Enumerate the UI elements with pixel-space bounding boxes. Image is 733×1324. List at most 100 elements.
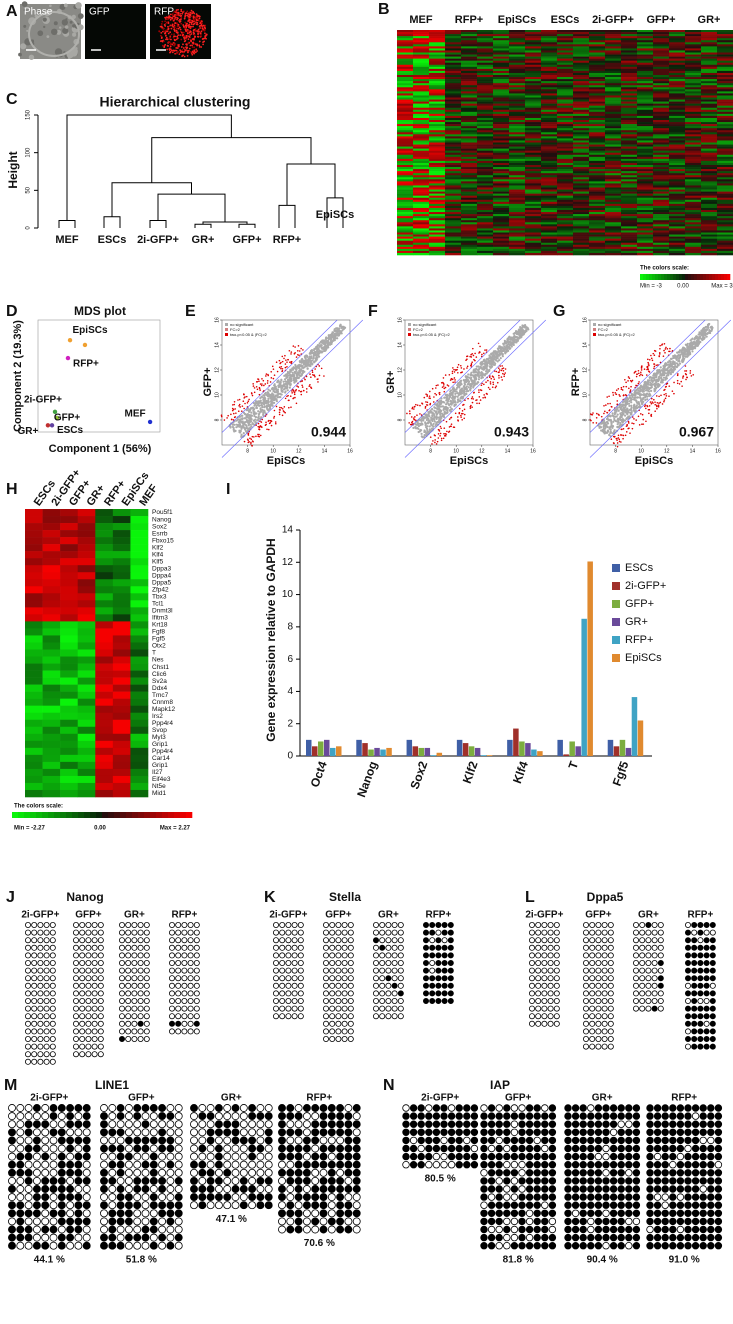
heat-cell (413, 218, 430, 221)
heat-cell (573, 232, 590, 235)
scale-gradient (682, 274, 686, 280)
heat-cell (573, 216, 590, 219)
heat-cell (445, 120, 462, 123)
heat-cell (477, 197, 494, 201)
heat-cell (573, 244, 590, 248)
cell (186, 10, 189, 13)
heat-cell (509, 214, 526, 217)
point-label: EpiSCs (73, 325, 108, 336)
heat-cell (525, 158, 542, 162)
heat-cell (493, 91, 510, 94)
probe-significant (247, 434, 250, 436)
heat-cell (717, 154, 733, 158)
probe-significant (278, 359, 281, 362)
heat-cell (509, 124, 526, 127)
heat-cell (573, 248, 590, 252)
heat-cell (717, 156, 733, 160)
probe (281, 385, 284, 388)
heat-cell (493, 72, 510, 76)
probe-significant (300, 347, 302, 350)
heat-cell (525, 48, 542, 51)
heat-cell (573, 46, 590, 49)
heat-cell (429, 50, 446, 53)
heat-cell (525, 56, 542, 59)
heat-cell (445, 187, 462, 190)
heat-cell (429, 181, 446, 184)
heat-cell (701, 148, 718, 151)
heat-cell (541, 72, 558, 76)
heat-cell (477, 103, 494, 106)
heat-cell (717, 177, 733, 180)
heat-cell (525, 38, 542, 41)
heat-cell (397, 138, 414, 141)
heat-cell (461, 162, 478, 166)
heat-cell (413, 44, 430, 47)
x-tick-label: 8 (246, 448, 249, 454)
cell (168, 38, 171, 40)
heat-cell (525, 111, 542, 115)
cell (169, 13, 172, 16)
heat-cell (573, 56, 590, 59)
heat-cell (397, 173, 414, 176)
heat-cell (525, 240, 542, 244)
cell (182, 43, 184, 46)
heat-cell (621, 132, 638, 135)
probe (524, 326, 527, 329)
heat-cell (461, 214, 478, 217)
image-label: RFP (154, 7, 174, 18)
probe-significant (311, 369, 314, 372)
heat-cell (589, 175, 606, 178)
heat-cell (637, 58, 654, 61)
probe (480, 377, 483, 380)
heat-cell (541, 36, 558, 39)
heat-cell (541, 250, 558, 254)
cell (169, 45, 172, 48)
heat-cell (477, 146, 494, 149)
probe (412, 426, 415, 429)
scale-gradient (703, 274, 707, 280)
heat-cell (669, 70, 686, 74)
heat-cell (621, 54, 638, 57)
probe-significant (260, 384, 263, 387)
heat-cell (557, 150, 574, 154)
heat-cell (429, 30, 446, 33)
probe (319, 351, 322, 354)
heat-cell (573, 189, 590, 192)
heat-cell (493, 246, 510, 250)
heat-cell (525, 142, 542, 145)
probe (239, 429, 242, 433)
heat-cell (461, 226, 478, 229)
heat-cell (445, 44, 462, 47)
heat-cell (477, 72, 494, 76)
fc-line (221, 319, 364, 458)
heat-cell (637, 199, 654, 203)
heat-cell (493, 189, 510, 192)
heat-cell (573, 210, 590, 213)
heat-cell (701, 87, 718, 90)
heat-cell (701, 252, 718, 256)
heat-cell (589, 148, 606, 151)
heat-cell (573, 58, 590, 61)
heat-cell (621, 97, 638, 100)
heat-cell (493, 191, 510, 194)
heat-cell (397, 193, 414, 196)
heat-cell (509, 60, 526, 64)
heat-cell (589, 99, 606, 102)
heat-cell (605, 144, 622, 147)
cell (164, 25, 167, 27)
heat-cell (397, 250, 414, 254)
heat-cell (413, 205, 430, 209)
probe (511, 338, 515, 342)
probe (489, 366, 492, 369)
cell (191, 38, 194, 40)
heat-cell (669, 181, 686, 184)
scale-gradient (709, 274, 713, 280)
heat-cell (461, 81, 478, 84)
heat-cell (461, 52, 478, 55)
cell (166, 38, 169, 41)
heat-cell (589, 240, 606, 244)
probe (273, 383, 276, 386)
heat-cell (445, 173, 462, 176)
heat-cell (717, 197, 733, 201)
heat-cell (605, 179, 622, 182)
